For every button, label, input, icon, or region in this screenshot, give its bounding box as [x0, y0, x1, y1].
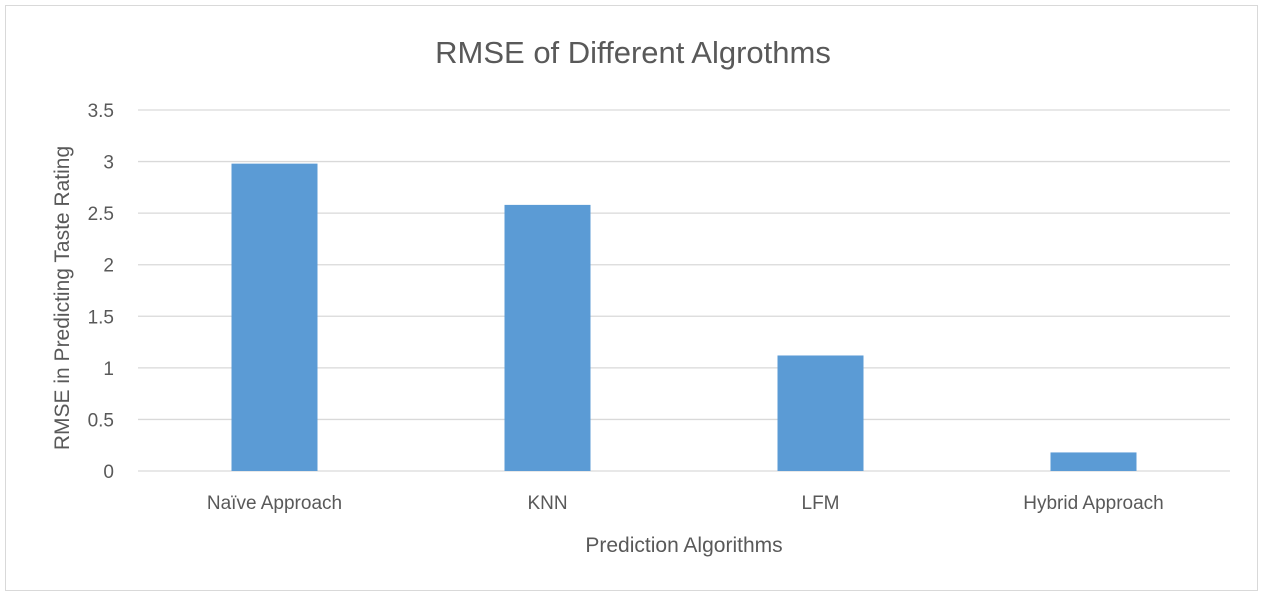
- x-axis-ticks: Naïve Approach KNN LFM Hybrid Approach: [207, 493, 1164, 514]
- y-axis-ticks: 0 0.5 1 1.5 2 2.5 3 3.5: [88, 101, 114, 483]
- bars: [231, 163, 1137, 472]
- x-tick-label: KNN: [527, 493, 567, 514]
- chart-title: RMSE of Different Algrothms: [435, 35, 831, 70]
- y-tick-label: 2.5: [88, 204, 114, 225]
- y-tick-label: 1.5: [88, 307, 114, 328]
- x-tick-label: Naïve Approach: [207, 493, 342, 514]
- y-tick-label: 2: [103, 256, 114, 277]
- x-axis-label: Prediction Algorithms: [585, 534, 782, 557]
- y-axis-label: RMSE in Predicting Taste Rating: [51, 146, 74, 450]
- bar: [231, 163, 318, 472]
- y-tick-label: 0.5: [88, 410, 114, 431]
- gridlines: [138, 109, 1230, 472]
- x-tick-label: Hybrid Approach: [1023, 493, 1163, 514]
- y-tick-label: 0: [103, 462, 114, 483]
- y-tick-label: 3.5: [88, 101, 114, 122]
- bar: [1050, 452, 1137, 471]
- y-tick-label: 1: [103, 359, 114, 380]
- x-tick-label: LFM: [802, 493, 840, 514]
- chart-frame: [5, 5, 1258, 591]
- y-tick-label: 3: [103, 153, 114, 174]
- bar: [504, 204, 591, 472]
- bar: [777, 355, 864, 471]
